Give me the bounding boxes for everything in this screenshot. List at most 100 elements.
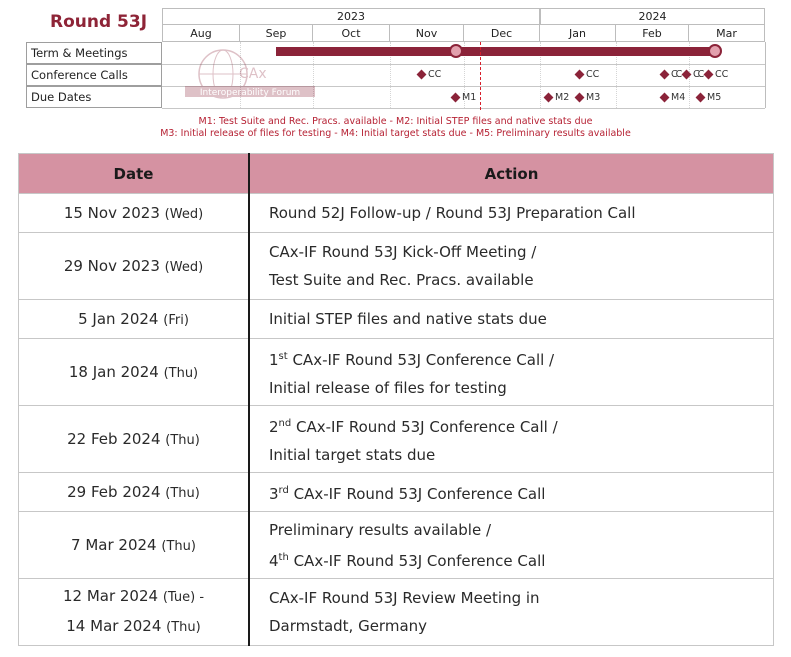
diamond-icon [574,92,585,103]
action-cell: 1st CAx-IF Round 53J Conference Call / In… [249,338,774,406]
table-row: 15 Nov 2023 (Wed) Round 52J Follow-up / … [18,193,774,233]
cc-label: CC [715,69,729,80]
milestone-m2: M2 [543,92,569,103]
month-jan: Jan [540,24,616,42]
year-2024: 2024 [540,8,765,24]
date-text: 7 Mar 2024 [71,536,157,554]
ordinal-number: 4 [269,551,279,570]
cc-label: CC [586,69,600,80]
track-gridline [240,42,241,108]
date-text: 5 Jan 2024 [78,310,159,328]
row-label-conference-calls: Conference Calls [26,64,162,86]
action-text: CAx-IF Round 53J Kick-Off Meeting / [269,243,537,261]
date-text: 29 Feb 2024 [67,483,161,501]
date-text: 14 Mar 2024 [66,617,162,635]
action-text: CAx-IF Round 53J Review Meeting in [269,589,540,607]
milestone-label: M4 [671,92,686,103]
date-cell: 18 Jan 2024 (Thu) [18,338,250,406]
action-text: CAx-IF Round 53J Conference Call / [291,417,558,436]
date-cell: 29 Nov 2023 (Wed) [18,232,250,300]
diamond-icon [681,69,692,80]
table-row: 18 Jan 2024 (Thu) 1st CAx-IF Round 53J C… [18,338,774,406]
round-title: Round 53J [50,12,148,32]
watermark-banner-text: Interoperability Forum [200,88,300,98]
conference-call-marker: CC [416,69,441,80]
action-cell: Initial STEP files and native stats due [249,299,774,339]
conference-call-marker: CC [681,69,704,80]
milestone-m5: M5 [695,92,722,103]
track-gridline [765,42,766,108]
table-row: 12 Mar 2024 (Tue) -14 Mar 2024 (Thu) CAx… [18,578,774,646]
milestone-m1: M1 [450,92,477,103]
date-cell: 22 Feb 2024 (Thu) [18,405,250,473]
diamond-icon [659,92,670,103]
track-gridline [540,42,541,108]
action-text: Preliminary results available / [269,520,492,539]
table-row: 5 Jan 2024 (Fri) Initial STEP files and … [18,299,774,339]
day-of-week: (Thu) [165,433,200,448]
action-text: Darmstadt, Germany [269,617,428,635]
track-divider [162,86,765,87]
schedule-table: Date Action 15 Nov 2023 (Wed) Round 52J … [18,153,774,646]
track-gridline [390,42,391,108]
date-text: 18 Jan 2024 [68,363,159,381]
month-mar: Mar [689,24,765,42]
gantt-chart: Round 53J 2023 2024 Aug Sep Oct Nov Dec … [0,0,791,145]
day-of-week: (Thu) [166,620,201,635]
column-header-date: Date [18,153,250,194]
row-label-due-dates: Due Dates [26,86,162,108]
term-bar [276,47,716,56]
diamond-icon [574,69,585,80]
track-gridline [616,42,617,108]
day-of-week: (Fri) [163,313,189,328]
day-of-week: (Wed) [164,260,204,275]
milestone-legend-line-2: M3: Initial release of files for testing… [160,128,631,139]
date-cell: 29 Feb 2024 (Thu) [18,472,250,512]
term-review-marker [708,44,722,58]
action-cell: Preliminary results available / 4th CAx-I… [249,511,774,579]
ordinal-number: 3 [269,484,279,503]
row-label-term-meetings: Term & Meetings [26,42,162,64]
column-header-action: Action [248,153,774,194]
cax-if-logo-watermark: CAx Interoperability Forum [185,49,315,99]
action-text: Initial release of files for testing [269,378,507,397]
milestone-label: M3 [586,92,601,103]
day-of-week: (Thu) [161,539,196,554]
year-2023: 2023 [162,8,540,24]
diamond-icon [659,69,670,80]
day-of-week: (Thu) [165,486,200,501]
month-feb: Feb [616,24,689,42]
conference-call-marker: CC [574,69,600,80]
track-gridline [313,42,314,108]
date-cell: 12 Mar 2024 (Tue) -14 Mar 2024 (Thu) [18,578,250,646]
ordinal-suffix: nd [278,417,292,429]
milestone-legend-line-1: M1: Test Suite and Rec. Pracs. available… [198,116,593,127]
day-of-week: (Wed) [164,207,204,222]
milestone-label: M1 [462,92,477,103]
cc-label: CC [693,69,704,80]
today-line [480,42,481,110]
action-text: Test Suite and Rec. Pracs. available [269,271,534,289]
table-header-row: Date Action [18,153,774,194]
date-cell: 7 Mar 2024 (Thu) [18,511,250,579]
action-text: CAx-IF Round 53J Conference Call / [287,350,555,369]
ordinal-number: 1 [269,350,279,369]
month-sep: Sep [240,24,313,42]
table-row: 29 Nov 2023 (Wed) CAx-IF Round 53J Kick-… [18,232,774,300]
diamond-icon [450,92,461,103]
table-row: 29 Feb 2024 (Thu) 3rd CAx-IF Round 53J C… [18,472,774,512]
month-aug: Aug [162,24,240,42]
date-text: 29 Nov 2023 [63,257,160,275]
action-cell: 3rd CAx-IF Round 53J Conference Call [249,472,774,512]
track-divider [162,64,765,65]
ordinal-suffix: th [278,551,289,563]
ordinal-suffix: rd [278,484,289,496]
diamond-icon [695,92,706,103]
date-cell: 5 Jan 2024 (Fri) [18,299,250,339]
milestone-label: M5 [707,92,722,103]
day-of-week: (Thu) [163,366,199,381]
day-of-week: (Tue) - [162,590,205,605]
ordinal-suffix: st [278,350,288,362]
watermark-logo-text: CAx [239,66,267,82]
track-gridline [464,42,465,108]
